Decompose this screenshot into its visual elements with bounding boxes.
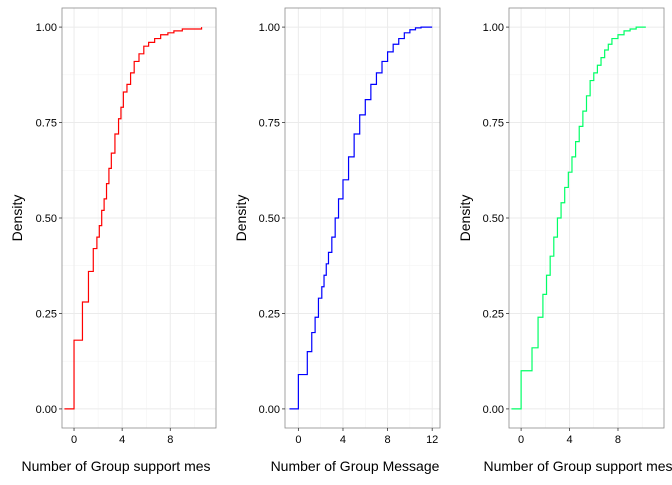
y-tick-label: 0.50: [259, 213, 280, 225]
y-tick-label: 0.50: [36, 213, 57, 225]
y-tick-label: 0.25: [483, 308, 504, 320]
y-tick-label: 0.75: [36, 118, 57, 130]
y-tick-label: 0.00: [259, 404, 280, 416]
x-tick-label: 4: [340, 434, 346, 446]
ecdf-step-line: [64, 27, 203, 410]
y-tick-label: 1.00: [259, 22, 280, 34]
x-axis-title: Number of Group support mes: [483, 458, 672, 474]
ecdf-panel-blue: 0.00 0.25 0.50 0.75 1.00 0 4 8 12 Density Number o…: [233, 7, 441, 474]
y-tick-label: 1.00: [483, 22, 504, 34]
y-tick-label: 1.00: [36, 22, 57, 34]
x-axis-title: Number of Group support mes: [21, 458, 210, 474]
y-tick-label: 0.25: [36, 308, 57, 320]
y-tick-label: 0.50: [483, 213, 504, 225]
ecdf-step-line: [289, 26, 433, 410]
x-tick-label: 4: [119, 434, 125, 446]
y-axis-title: Density: [9, 195, 25, 242]
x-tick-label: 0: [295, 434, 301, 446]
ecdf-panel-green: 0.00 0.25 0.50 0.75 1.00 0 4 8 Density Number of …: [457, 7, 672, 474]
y-tick-label: 0.75: [259, 118, 280, 130]
ecdf-panel-red: 0.00 0.25 0.50 0.75 1.00 0 4 8 Density Number of …: [9, 7, 217, 474]
y-tick-label: 0.00: [36, 404, 57, 416]
y-tick-label: 0.00: [483, 404, 504, 416]
x-tick-label: 8: [167, 434, 173, 446]
y-axis-title: Density: [457, 195, 473, 242]
y-tick-label: 0.75: [483, 118, 504, 130]
x-tick-label: 8: [385, 434, 391, 446]
y-tick-label: 0.25: [259, 308, 280, 320]
y-axis-title: Density: [233, 195, 249, 242]
x-tick-label: 0: [518, 434, 524, 446]
ecdf-step-line: [511, 26, 646, 410]
x-tick-label: 4: [566, 434, 572, 446]
x-tick-label: 12: [426, 434, 438, 446]
x-tick-label: 8: [615, 434, 621, 446]
x-axis-title: Number of Group Message: [271, 458, 440, 474]
x-tick-label: 0: [71, 434, 77, 446]
